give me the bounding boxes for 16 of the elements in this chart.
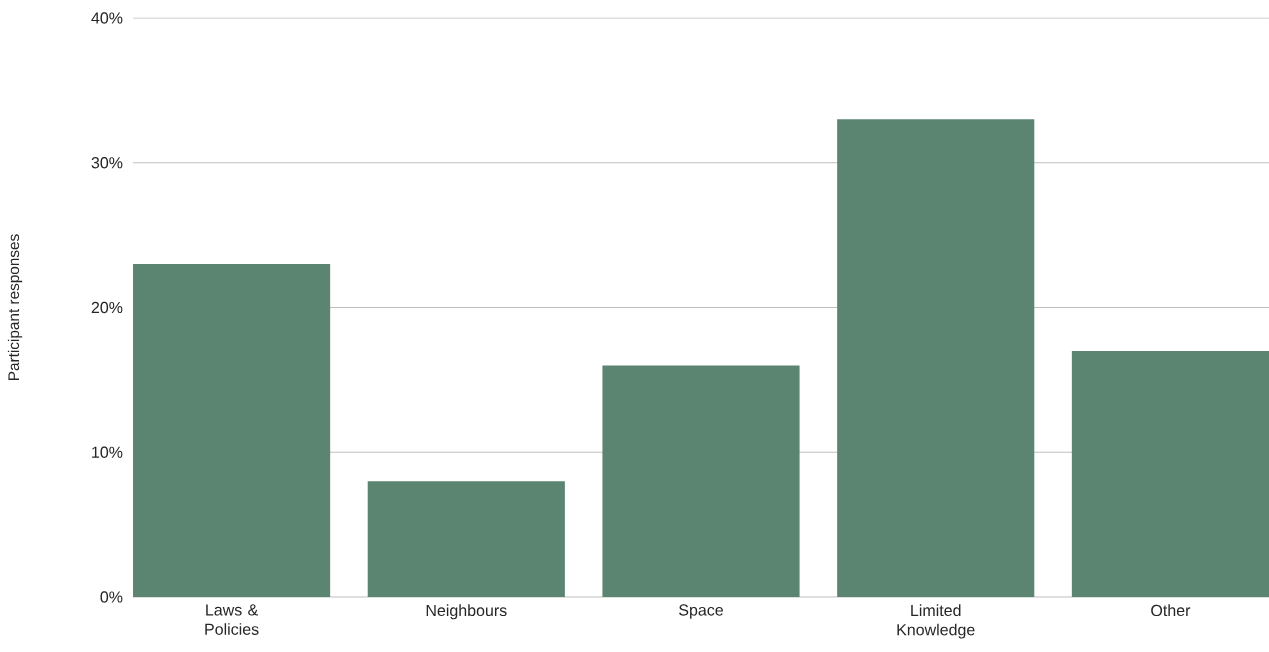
- x-tick-label: Neighbours: [426, 604, 507, 620]
- bar: [1071, 350, 1269, 597]
- x-tick-label: Other: [1151, 604, 1191, 617]
- bar: [133, 264, 331, 597]
- x-tick-label: Laws & Policies: [205, 604, 259, 635]
- bar: [602, 365, 800, 597]
- y-tick-label: 20%: [91, 301, 123, 314]
- y-tick-label: 40%: [91, 12, 123, 24]
- bar: [367, 481, 565, 597]
- y-tick-label: 0%: [100, 591, 123, 603]
- x-tick-label: Space: [679, 604, 723, 619]
- y-tick-label: 10%: [92, 446, 123, 458]
- y-axis-title: Participant responses: [7, 234, 23, 380]
- y-tick-label: 30%: [91, 157, 123, 169]
- x-tick-label: Limited Knowledge: [897, 604, 975, 639]
- bar: [837, 119, 1035, 597]
